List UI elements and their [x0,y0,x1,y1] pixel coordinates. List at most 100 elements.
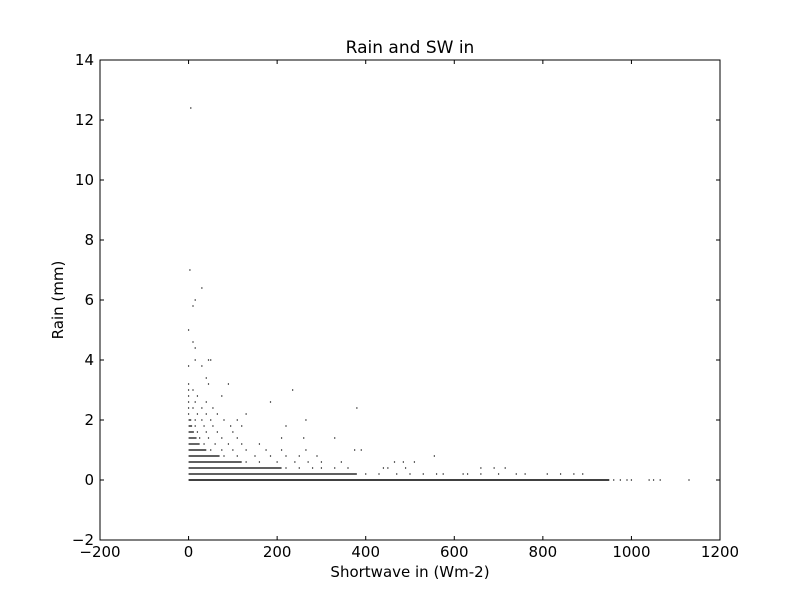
data-point [205,377,207,379]
data-point [245,461,247,463]
x-tick-label: 0 [184,543,194,561]
data-point [292,389,294,391]
data-point [216,431,218,433]
data-point [316,455,318,457]
data-point [258,461,261,463]
data-point [192,407,194,409]
data-point [187,401,190,403]
data-point [196,431,199,433]
data-point [546,473,548,475]
data-point [194,359,196,361]
plot-area [100,60,720,540]
data-point [688,479,690,481]
data-point [320,467,323,469]
data-point [189,269,191,271]
x-tick-label: 800 [529,543,558,561]
data-point [192,305,194,307]
data-point [236,437,238,439]
x-tick-label: 400 [351,543,380,561]
y-tick-label: 12 [75,111,94,129]
data-point [307,461,309,463]
data-point [497,473,500,475]
data-point [626,479,628,481]
data-point [480,473,482,475]
data-point [298,467,300,469]
data-point [212,425,214,427]
data-point [192,341,194,343]
data-point [462,473,464,475]
data-point [630,479,633,481]
data-point [294,461,296,463]
data-point [269,401,272,403]
data-point [254,455,256,457]
data-point [201,419,203,421]
data-point [230,425,232,427]
data-point [199,437,201,439]
data-point [201,287,203,289]
plot-frame [99,59,721,541]
data-point [320,461,323,463]
data-point [305,449,307,451]
data-point [356,407,358,409]
data-point [236,455,238,457]
data-point [207,437,210,439]
data-point [214,443,216,445]
data-point [221,437,223,439]
data-point [207,383,210,385]
data-point [280,449,283,451]
data-point [241,425,243,427]
data-point [365,473,367,475]
data-point [203,425,205,427]
data-point [216,413,218,415]
data-point [515,473,517,475]
data-point [648,479,650,481]
data-point [245,449,247,451]
data-point [221,449,223,451]
y-tick-label: −2 [72,531,94,549]
data-point [223,455,225,457]
data-point [378,473,380,475]
data-point [245,413,247,415]
axis-ticks: −200 0 200 400 600 800 1000 1200 −2 0 2 4 6 8 10 12 14 [72,51,739,561]
data-point [480,467,482,469]
data-point [194,401,196,403]
data-point [573,473,575,475]
data-point [334,467,336,469]
data-point [435,473,438,475]
data-point [360,449,362,451]
data-point [221,395,223,397]
data-point [303,437,305,439]
data-point [194,299,196,301]
data-point [285,455,287,457]
data-point [187,329,190,331]
data-point [203,443,205,445]
data-point [205,431,207,433]
data-point [305,419,307,421]
data-point [422,473,424,475]
data-point [194,419,196,421]
data-point [396,473,398,475]
data-point [210,419,212,421]
data-point [210,449,212,451]
data-point [269,455,272,457]
data-point [190,107,192,109]
data-point [187,365,190,367]
data-point [613,479,615,481]
data-point [201,407,203,409]
y-tick-label: 8 [84,231,94,249]
x-tick-label: −200 [79,543,120,561]
data-point [265,449,267,451]
data-point [192,389,194,391]
data-point [466,473,469,475]
data-point [223,419,225,421]
data-point [340,461,342,463]
x-axis-label: Shortwave in (Wm-2) [330,563,489,581]
data-point [382,467,385,469]
data-point [258,443,261,445]
data-point [194,425,196,427]
data-point [285,467,287,469]
data-point [196,413,199,415]
data-point [559,473,562,475]
